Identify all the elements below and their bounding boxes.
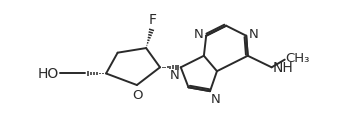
Text: NH: NH xyxy=(273,61,293,75)
Text: N: N xyxy=(194,28,204,42)
Text: HO: HO xyxy=(38,67,59,81)
Text: N: N xyxy=(169,69,179,82)
Text: F: F xyxy=(149,12,157,26)
Text: N: N xyxy=(211,94,221,107)
Text: N: N xyxy=(248,28,258,42)
Text: CH₃: CH₃ xyxy=(286,52,310,65)
Text: O: O xyxy=(132,89,143,102)
